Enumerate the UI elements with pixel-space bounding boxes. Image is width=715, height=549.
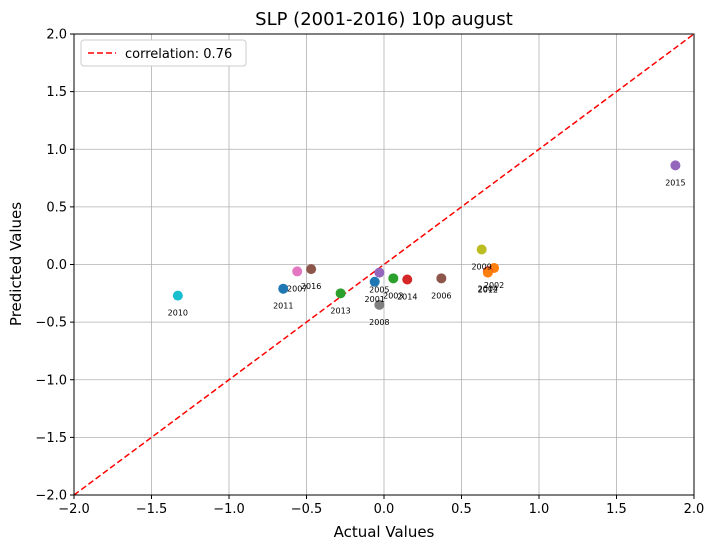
data-point-2011 <box>278 283 289 294</box>
y-tick-label: 1.0 <box>46 143 67 158</box>
point-label-2001: 2001 <box>365 295 385 304</box>
point-label-2010: 2010 <box>168 309 188 318</box>
data-point-2010 <box>172 290 183 301</box>
legend: correlation: 0.76 <box>80 39 247 67</box>
y-tick-label: −2.0 <box>35 489 67 504</box>
point-label-2012: 2012 <box>478 286 498 295</box>
point-label-2003: 2003 <box>383 291 403 300</box>
x-tick-label: −1.0 <box>213 502 245 517</box>
data-point-2009 <box>476 244 487 255</box>
data-point-2012 <box>482 267 493 278</box>
point-label-2002: 2002 <box>484 281 504 290</box>
data-point-2001 <box>369 276 380 287</box>
point-label-2013: 2013 <box>330 306 350 315</box>
point-label-2016: 2016 <box>301 282 321 291</box>
data-point-2008 <box>374 299 385 310</box>
axis-ticks: −2.0 −1.5 −1.0 −0.5 0.0 0.5 1.0 1.5 2.0 −2.0 −1.5 −… <box>35 28 704 518</box>
data-point-2016 <box>306 264 317 275</box>
y-tick-label: −0.5 <box>35 316 67 331</box>
x-tick-label: 1.5 <box>606 502 627 517</box>
point-label-2011: 2011 <box>273 302 293 311</box>
y-tick-label: 0.0 <box>46 258 67 273</box>
point-labels: 2001 2002 2003 2004 2005 2006 2007 2008 2009 2010… <box>168 178 686 326</box>
chart-title: SLP (2001-2016) 10p august <box>255 9 513 30</box>
point-label-2004: 2004 <box>478 284 498 293</box>
data-point-2006 <box>436 273 447 284</box>
data-point-2007 <box>292 266 303 277</box>
point-label-2005: 2005 <box>369 286 389 295</box>
x-tick-label: −1.5 <box>136 502 168 517</box>
y-tick-label: −1.5 <box>35 431 67 446</box>
point-label-2015: 2015 <box>665 178 685 187</box>
y-tick-label: 2.0 <box>46 28 67 43</box>
data-point-2013 <box>335 288 346 299</box>
x-tick-label: 2.0 <box>684 502 705 517</box>
data-point-2005 <box>374 267 385 278</box>
point-label-2007: 2007 <box>287 284 307 293</box>
x-tick-label: 0.5 <box>451 502 472 517</box>
y-tick-label: 1.5 <box>46 85 67 100</box>
legend-label: correlation: 0.76 <box>125 47 232 62</box>
x-axis-title: Actual Values <box>334 523 435 541</box>
y-axis-title: Predicted Values <box>7 202 25 326</box>
y-tick-label: 0.5 <box>46 200 67 215</box>
point-label-2008: 2008 <box>369 318 389 327</box>
x-tick-label: −0.5 <box>291 502 323 517</box>
point-label-2014: 2014 <box>397 292 417 301</box>
x-tick-label: 0.0 <box>374 502 395 517</box>
identity-reference-line <box>73 33 695 496</box>
point-label-2006: 2006 <box>431 291 451 300</box>
data-point-2015 <box>670 160 681 171</box>
point-label-2009: 2009 <box>471 263 491 272</box>
y-tick-label: −1.0 <box>35 373 67 388</box>
data-point-2003 <box>388 273 399 284</box>
data-points <box>172 160 681 310</box>
data-point-2014 <box>402 274 413 285</box>
x-tick-label: −2.0 <box>58 502 90 517</box>
legend-box <box>80 39 247 67</box>
x-tick-label: 1.0 <box>529 502 550 517</box>
